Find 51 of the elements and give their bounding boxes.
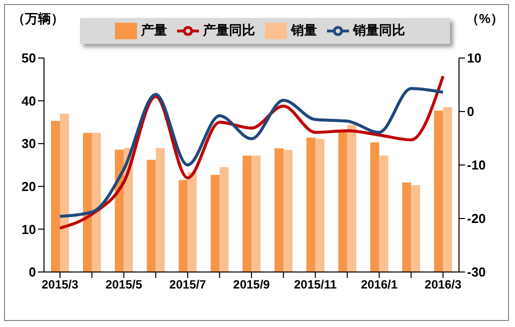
- bar: [306, 138, 316, 272]
- bar: [338, 130, 348, 272]
- bar: [178, 180, 188, 272]
- y-tick-label: 50: [22, 50, 36, 66]
- y2-tick-label: -10: [467, 158, 486, 173]
- bar: [114, 150, 124, 272]
- bar: [220, 167, 229, 272]
- bar: [434, 110, 444, 272]
- y-tick-label: 10: [22, 222, 36, 237]
- bar: [92, 132, 101, 272]
- bar: [156, 148, 165, 272]
- bar: [210, 174, 220, 272]
- x-tick-label: 2015/7: [169, 278, 206, 292]
- bar: [242, 156, 252, 272]
- y2-axis-title: （%）: [466, 10, 504, 28]
- bar: [379, 156, 388, 272]
- legend-label: 销量: [291, 22, 317, 38]
- bar: [146, 160, 156, 272]
- y2-tick-label: -20: [467, 211, 486, 226]
- bar: [60, 114, 70, 272]
- y-tick-label: 20: [22, 179, 36, 194]
- bar: [283, 150, 292, 272]
- bar: [370, 142, 380, 272]
- y2-tick-label: 10: [467, 50, 482, 66]
- x-tick-label: 2016/3: [424, 278, 462, 292]
- y-tick-label: 40: [22, 93, 36, 108]
- legend-label: 销量同比: [353, 22, 405, 38]
- bar: [188, 172, 197, 272]
- bar: [347, 124, 356, 272]
- bar: [51, 120, 60, 272]
- x-tick-label: 2015/9: [233, 278, 270, 292]
- line-series: [58, 74, 445, 230]
- x-tick-label: 2015/5: [105, 278, 142, 292]
- y-tick-label: 30: [22, 136, 36, 152]
- y-axis-title: （万辆）: [12, 10, 64, 28]
- bar: [252, 156, 261, 272]
- x-tick-label: 2015/11: [294, 278, 338, 292]
- bar: [82, 132, 92, 272]
- y2-tick-label: -30: [467, 264, 486, 280]
- legend-label: 产量: [141, 22, 167, 38]
- bar: [411, 185, 420, 272]
- x-tick-label: 2016/1: [360, 278, 398, 292]
- bar: [315, 138, 324, 272]
- y-tick-label: 0: [28, 264, 36, 280]
- line-series: [58, 86, 445, 218]
- y2-tick-label: 0: [467, 104, 474, 120]
- bar: [402, 182, 412, 272]
- bar: [274, 148, 284, 272]
- x-tick-label: 2015/3: [42, 278, 79, 292]
- bar: [443, 107, 452, 272]
- legend-label: 产量同比: [203, 22, 255, 38]
